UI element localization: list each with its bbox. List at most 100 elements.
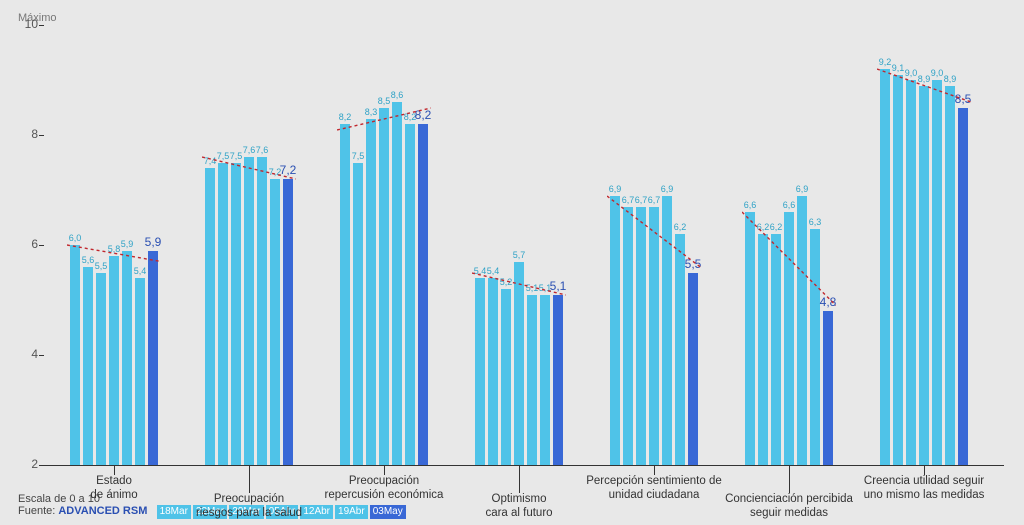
category-tick: [384, 465, 385, 475]
category-tick: [249, 465, 250, 493]
bar-value-label: 7,5: [217, 151, 230, 161]
plot-area: 6,05,65,55,85,95,45,97,47,57,57,67,67,27…: [44, 25, 1004, 466]
bar: [148, 251, 158, 466]
y-tick-label: 2: [18, 457, 38, 471]
category-tick: [114, 465, 115, 475]
bar: [823, 311, 833, 465]
bar-value-label: 8,6: [391, 90, 404, 100]
bar-value-label: 5,7: [513, 250, 526, 260]
y-tick-label: 10: [18, 17, 38, 31]
bar: [662, 196, 672, 466]
bar: [623, 207, 633, 466]
bar-value-label: 8,5: [378, 96, 391, 106]
bar: [958, 108, 968, 466]
bar-value-label: 6,7: [648, 195, 661, 205]
bar: [919, 86, 929, 466]
bar: [405, 124, 415, 465]
category-label: Creencia utilidad seguiruno mismo las me…: [844, 475, 1004, 503]
bar: [392, 102, 402, 465]
bar: [218, 163, 228, 466]
bar-value-label: 5,4: [134, 266, 147, 276]
bar: [810, 229, 820, 466]
bar-value-label: 9,1: [892, 63, 905, 73]
bar-value-label: 6,2: [770, 222, 783, 232]
bar: [379, 108, 389, 466]
bar-value-label: 8,5: [955, 92, 972, 106]
bar-value-label: 9,2: [879, 57, 892, 67]
bar: [675, 234, 685, 465]
bar-value-label: 8,9: [918, 74, 931, 84]
bar-value-label: 5,5: [95, 261, 108, 271]
bar: [540, 295, 550, 466]
bar-value-label: 8,2: [415, 108, 432, 122]
bar: [418, 124, 428, 465]
bar: [475, 278, 485, 465]
bar-value-label: 8,2: [339, 112, 352, 122]
bar-value-label: 5,1: [526, 283, 539, 293]
bar-value-label: 7,4: [204, 156, 217, 166]
bar-value-label: 6,9: [796, 184, 809, 194]
y-tick-label: 6: [18, 237, 38, 251]
bar: [257, 157, 267, 465]
bar: [514, 262, 524, 466]
bar: [932, 80, 942, 465]
bar-value-label: 5,2: [500, 277, 513, 287]
bar-value-label: 8,9: [944, 74, 957, 84]
bar-value-label: 5,8: [108, 244, 121, 254]
bar-value-label: 6,6: [744, 200, 757, 210]
bar-value-label: 6,0: [69, 233, 82, 243]
footer-source: ADVANCED RSM: [58, 505, 147, 517]
bar: [945, 86, 955, 466]
footer-source-prefix: Fuente:: [18, 505, 58, 517]
bar-value-label: 5,6: [82, 255, 95, 265]
bar-value-label: 7,2: [280, 163, 297, 177]
category-tick: [924, 465, 925, 475]
bar: [610, 196, 620, 466]
bar-value-label: 4,8: [820, 295, 837, 309]
bar: [906, 80, 916, 465]
bar: [771, 234, 781, 465]
category-tick: [519, 465, 520, 493]
bar: [231, 163, 241, 466]
bar: [527, 295, 537, 466]
bar: [784, 212, 794, 465]
bar: [270, 179, 280, 465]
bar-value-label: 6,7: [635, 195, 648, 205]
bar: [649, 207, 659, 466]
bar: [283, 179, 293, 465]
chart-frame: Máximo 6,05,65,55,85,95,45,97,47,57,57,6…: [0, 0, 1024, 525]
bar: [501, 289, 511, 465]
legend-item: 19Abr: [335, 505, 368, 519]
bar-value-label: 8,3: [365, 107, 378, 117]
bar-value-label: 7,5: [352, 151, 365, 161]
bar-value-label: 6,3: [809, 217, 822, 227]
bar: [205, 168, 215, 465]
bar: [135, 278, 145, 465]
y-tick-label: 4: [18, 347, 38, 361]
bar: [880, 69, 890, 465]
bar-value-label: 5,9: [121, 239, 134, 249]
bar-value-label: 5,5: [685, 257, 702, 271]
bar: [797, 196, 807, 466]
bar: [688, 273, 698, 466]
bar-value-label: 5,1: [550, 279, 567, 293]
bar-value-label: 9,0: [905, 68, 918, 78]
bar-value-label: 7,5: [230, 151, 243, 161]
bar-value-label: 5,9: [145, 235, 162, 249]
bar: [340, 124, 350, 465]
bar: [353, 163, 363, 466]
bar-value-label: 5,4: [474, 266, 487, 276]
bar: [636, 207, 646, 466]
bar: [366, 119, 376, 466]
bar-value-label: 6,9: [609, 184, 622, 194]
bar-value-label: 9,0: [931, 68, 944, 78]
bar: [893, 75, 903, 466]
bar: [488, 278, 498, 465]
bar-value-label: 6,6: [783, 200, 796, 210]
bar: [745, 212, 755, 465]
bar: [96, 273, 106, 466]
bar-value-label: 7,6: [243, 145, 256, 155]
bar-value-label: 6,7: [622, 195, 635, 205]
bar-value-label: 6,2: [757, 222, 770, 232]
bar-value-label: 6,2: [674, 222, 687, 232]
